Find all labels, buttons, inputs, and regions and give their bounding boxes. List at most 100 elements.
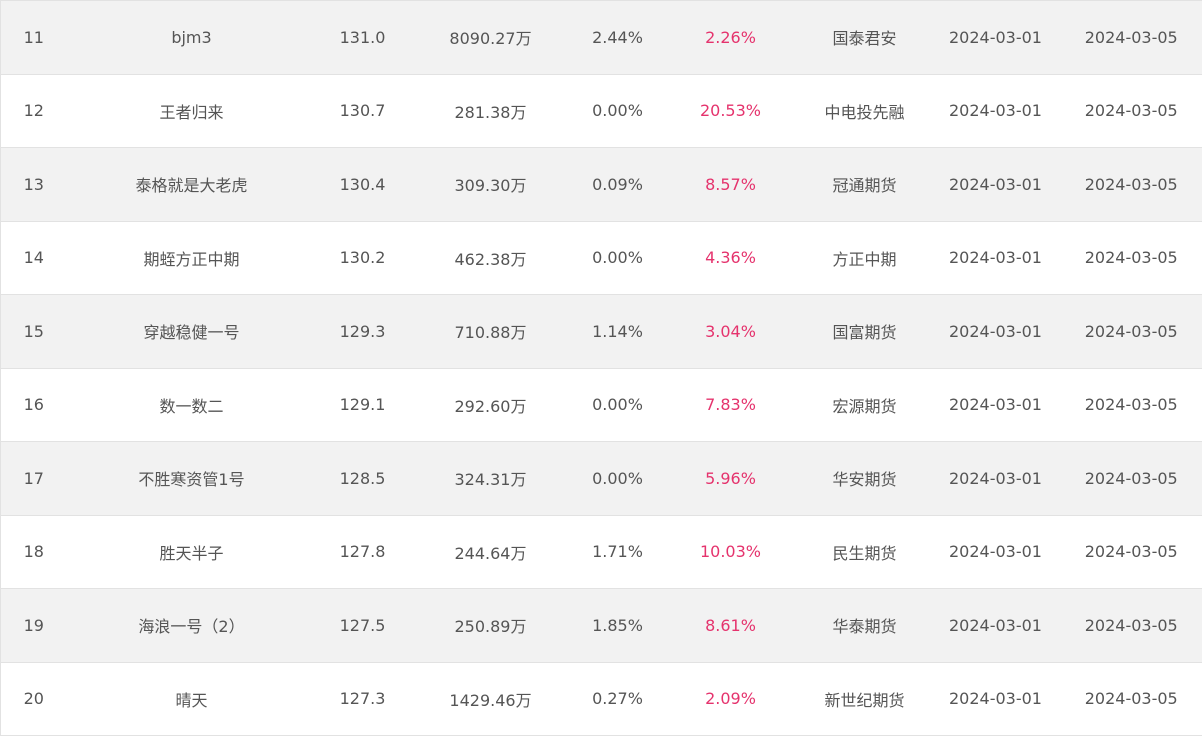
account-name-cell: 泰格就是大老虎 (66, 147, 317, 222)
return-cell: 5.96% (662, 441, 799, 516)
scale-cell: 250.89万 (408, 588, 573, 663)
end-date-cell: 2024-03-05 (1060, 515, 1202, 589)
scale-cell: 710.88万 (408, 294, 573, 369)
start-date-cell: 2024-03-01 (930, 221, 1061, 295)
start-date-cell: 2024-03-01 (930, 74, 1061, 148)
account-name-cell: 期蛭方正中期 (66, 221, 317, 295)
account-name-cell: 数一数二 (66, 368, 317, 442)
rank-cell: 14 (0, 221, 67, 295)
start-date-cell: 2024-03-01 (930, 588, 1061, 663)
scale-cell: 324.31万 (408, 441, 573, 516)
scale-cell: 281.38万 (408, 74, 573, 148)
return-cell: 2.09% (662, 662, 799, 736)
account-name-cell: bjm3 (66, 0, 317, 75)
drawdown-cell: 1.14% (572, 294, 663, 369)
score-cell: 127.3 (316, 662, 409, 736)
return-cell: 2.26% (662, 0, 799, 75)
table-row: 14 期蛭方正中期 130.2 462.38万 0.00% 4.36% 方正中期… (0, 221, 1202, 295)
start-date-cell: 2024-03-01 (930, 441, 1061, 516)
end-date-cell: 2024-03-05 (1060, 221, 1202, 295)
table-row: 18 胜天半子 127.8 244.64万 1.71% 10.03% 民生期货 … (0, 515, 1202, 589)
broker-cell: 华泰期货 (798, 588, 931, 663)
broker-cell: 冠通期货 (798, 147, 931, 222)
end-date-cell: 2024-03-05 (1060, 0, 1202, 75)
rank-cell: 12 (0, 74, 67, 148)
broker-cell: 中电投先融 (798, 74, 931, 148)
broker-cell: 国富期货 (798, 294, 931, 369)
start-date-cell: 2024-03-01 (930, 515, 1061, 589)
return-cell: 10.03% (662, 515, 799, 589)
account-name-cell: 海浪一号（2） (66, 588, 317, 663)
broker-cell: 新世纪期货 (798, 662, 931, 736)
end-date-cell: 2024-03-05 (1060, 74, 1202, 148)
drawdown-cell: 0.09% (572, 147, 663, 222)
broker-cell: 方正中期 (798, 221, 931, 295)
broker-cell: 民生期货 (798, 515, 931, 589)
end-date-cell: 2024-03-05 (1060, 588, 1202, 663)
account-name-cell: 胜天半子 (66, 515, 317, 589)
scale-cell: 292.60万 (408, 368, 573, 442)
table-row: 19 海浪一号（2） 127.5 250.89万 1.85% 8.61% 华泰期… (0, 588, 1202, 663)
end-date-cell: 2024-03-05 (1060, 441, 1202, 516)
return-cell: 8.57% (662, 147, 799, 222)
score-cell: 130.2 (316, 221, 409, 295)
scale-cell: 244.64万 (408, 515, 573, 589)
rank-cell: 16 (0, 368, 67, 442)
scale-cell: 1429.46万 (408, 662, 573, 736)
score-cell: 127.8 (316, 515, 409, 589)
drawdown-cell: 1.71% (572, 515, 663, 589)
return-cell: 4.36% (662, 221, 799, 295)
account-name-cell: 晴天 (66, 662, 317, 736)
table-row: 12 王者归来 130.7 281.38万 0.00% 20.53% 中电投先融… (0, 74, 1202, 148)
start-date-cell: 2024-03-01 (930, 294, 1061, 369)
return-cell: 7.83% (662, 368, 799, 442)
drawdown-cell: 1.85% (572, 588, 663, 663)
account-name-cell: 不胜寒资管1号 (66, 441, 317, 516)
end-date-cell: 2024-03-05 (1060, 294, 1202, 369)
rank-cell: 18 (0, 515, 67, 589)
table-row: 11 bjm3 131.0 8090.27万 2.44% 2.26% 国泰君安 … (0, 0, 1202, 75)
end-date-cell: 2024-03-05 (1060, 147, 1202, 222)
rank-cell: 11 (0, 0, 67, 75)
account-name-cell: 王者归来 (66, 74, 317, 148)
end-date-cell: 2024-03-05 (1060, 662, 1202, 736)
return-cell: 3.04% (662, 294, 799, 369)
drawdown-cell: 0.27% (572, 662, 663, 736)
drawdown-cell: 0.00% (572, 74, 663, 148)
return-cell: 8.61% (662, 588, 799, 663)
scale-cell: 8090.27万 (408, 0, 573, 75)
account-name-cell: 穿越稳健一号 (66, 294, 317, 369)
drawdown-cell: 0.00% (572, 368, 663, 442)
start-date-cell: 2024-03-01 (930, 662, 1061, 736)
rank-cell: 17 (0, 441, 67, 516)
table-row: 16 数一数二 129.1 292.60万 0.00% 7.83% 宏源期货 2… (0, 368, 1202, 442)
score-cell: 129.1 (316, 368, 409, 442)
table-row: 17 不胜寒资管1号 128.5 324.31万 0.00% 5.96% 华安期… (0, 441, 1202, 516)
end-date-cell: 2024-03-05 (1060, 368, 1202, 442)
score-cell: 130.7 (316, 74, 409, 148)
table-row: 20 晴天 127.3 1429.46万 0.27% 2.09% 新世纪期货 2… (0, 662, 1202, 736)
rank-cell: 19 (0, 588, 67, 663)
scale-cell: 309.30万 (408, 147, 573, 222)
table-row: 13 泰格就是大老虎 130.4 309.30万 0.09% 8.57% 冠通期… (0, 147, 1202, 222)
start-date-cell: 2024-03-01 (930, 147, 1061, 222)
rank-cell: 20 (0, 662, 67, 736)
rank-cell: 15 (0, 294, 67, 369)
table-row: 15 穿越稳健一号 129.3 710.88万 1.14% 3.04% 国富期货… (0, 294, 1202, 369)
drawdown-cell: 0.00% (572, 221, 663, 295)
scale-cell: 462.38万 (408, 221, 573, 295)
drawdown-cell: 2.44% (572, 0, 663, 75)
return-cell: 20.53% (662, 74, 799, 148)
score-cell: 128.5 (316, 441, 409, 516)
start-date-cell: 2024-03-01 (930, 0, 1061, 75)
rank-cell: 13 (0, 147, 67, 222)
score-cell: 127.5 (316, 588, 409, 663)
score-cell: 131.0 (316, 0, 409, 75)
score-cell: 130.4 (316, 147, 409, 222)
start-date-cell: 2024-03-01 (930, 368, 1061, 442)
broker-cell: 国泰君安 (798, 0, 931, 75)
drawdown-cell: 0.00% (572, 441, 663, 516)
score-cell: 129.3 (316, 294, 409, 369)
